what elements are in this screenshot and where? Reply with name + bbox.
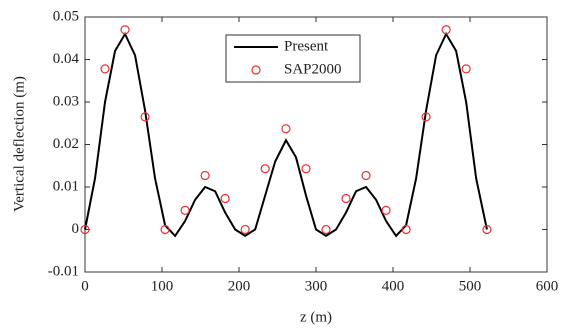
x-tick-label: 100 xyxy=(151,278,174,294)
y-tick-label: 0.03 xyxy=(53,93,79,109)
x-tick-label: 200 xyxy=(228,278,251,294)
marker xyxy=(421,112,431,122)
x-tick-label: 500 xyxy=(459,278,482,294)
marker xyxy=(160,224,170,235)
x-tick-label: 600 xyxy=(536,278,559,294)
marker xyxy=(100,64,110,74)
y-tick-label: 0.02 xyxy=(53,136,79,152)
marker xyxy=(140,112,150,122)
y-tick-label: 0.05 xyxy=(53,8,79,24)
marker xyxy=(482,224,492,235)
marker xyxy=(321,224,331,235)
y-tick-label: -0.01 xyxy=(48,263,79,279)
y-axis-label: Vertical deflection (m) xyxy=(11,76,27,212)
marker xyxy=(80,224,90,235)
x-tick-label: 300 xyxy=(305,278,328,294)
marker xyxy=(281,124,291,134)
marker xyxy=(301,164,311,174)
y-tick-label: 0 xyxy=(72,221,80,237)
marker xyxy=(441,25,451,35)
marker xyxy=(461,64,471,74)
legend-swatch xyxy=(251,65,261,75)
marker xyxy=(220,193,230,204)
line xyxy=(84,31,488,238)
marker xyxy=(341,193,351,204)
legend-label: Present xyxy=(284,38,329,54)
y-tick-label: 0.01 xyxy=(53,178,79,194)
x-axis-label: z (m) xyxy=(300,309,332,325)
marker xyxy=(120,25,130,35)
legend-box xyxy=(225,34,361,83)
marker xyxy=(240,224,250,235)
legend-label: SAP2000 xyxy=(284,61,342,77)
marker xyxy=(260,164,270,174)
marker xyxy=(180,205,190,215)
x-tick-label: 0 xyxy=(81,278,89,294)
marker xyxy=(381,205,391,215)
marker xyxy=(361,170,371,181)
marker xyxy=(401,224,411,235)
marker xyxy=(200,170,210,181)
y-tick-label: 0.04 xyxy=(53,51,80,67)
x-tick-label: 400 xyxy=(382,278,405,294)
